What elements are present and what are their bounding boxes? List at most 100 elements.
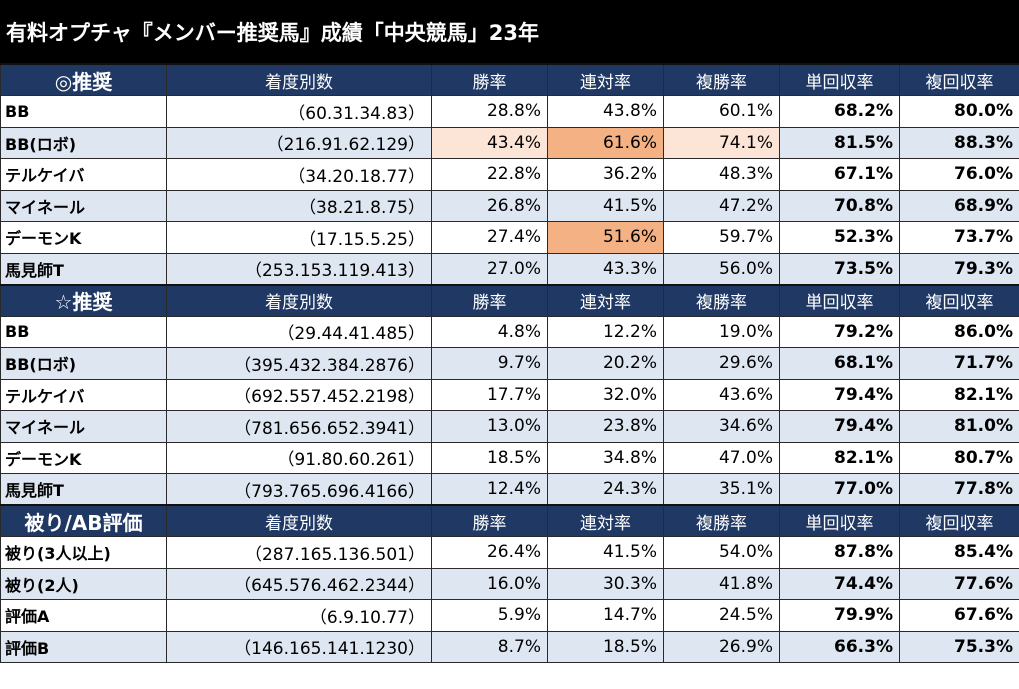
column-header: 着度別数 [166,63,432,96]
page-title: 有料オプチャ『メンバー推奨馬』成績「中央競馬」23年 [0,0,1019,63]
cell-place3: 26.9% [663,630,780,663]
table-row: マイネール （781.656.652.3941） 13.0% 23.8% 34.6% 79… [0,410,1019,443]
cell-win: 5.9% [431,599,548,632]
cell-place3: 60.1% [663,95,780,128]
table-row: デーモンK （17.15.5.25） 27.4% 51.6% 59.7% 52.3% 73.… [0,221,1019,254]
cell-win: 28.8% [431,95,548,128]
row-name: 被り(3人以上) [0,536,167,569]
cell-ret-win: 68.1% [779,347,900,380]
cell-win: 16.0% [431,567,548,600]
column-header: 連対率 [547,504,664,537]
cell-counts: （645.576.462.2344） [166,567,432,600]
cell-win: 26.8% [431,189,548,222]
column-header: 複回収率 [899,63,1019,96]
row-name: BB(ロボ) [0,126,167,159]
cell-ret-win: 79.9% [779,599,900,632]
cell-win: 27.0% [431,252,548,285]
column-header: 単回収率 [779,283,900,317]
cell-ret-win: 79.4% [779,410,900,443]
column-header: 複勝率 [663,283,780,317]
section-label: ◎推奨 [0,63,167,96]
cell-place3: 35.1% [663,473,780,506]
cell-counts: （781.656.652.3941） [166,410,432,443]
column-header: 複回収率 [899,283,1019,317]
cell-place2: 20.2% [547,347,664,380]
cell-ret-place: 77.8% [899,473,1019,506]
section-header: 被り/AB評価 着度別数 勝率 連対率 複勝率 単回収率 複回収率 [0,504,1019,537]
cell-ret-place: 80.7% [899,441,1019,474]
results-table: ◎推奨 着度別数 勝率 連対率 複勝率 単回収率 複回収率 BB （60.31.34.83） 28… [0,63,1019,663]
cell-ret-win: 74.4% [779,567,900,600]
column-header: 着度別数 [166,283,432,317]
cell-place2: 30.3% [547,567,664,600]
row-name: 評価B [0,630,167,663]
cell-place2: 18.5% [547,630,664,663]
cell-place2: 61.6% [547,126,664,159]
column-header: 連対率 [547,63,664,96]
row-name: マイネール [0,410,167,443]
table-row: BB(ロボ) （216.91.62.129） 43.4% 61.6% 74.1% 81.5… [0,126,1019,159]
cell-win: 22.8% [431,158,548,191]
cell-ret-place: 82.1% [899,378,1019,411]
cell-win: 17.7% [431,378,548,411]
cell-place2: 51.6% [547,221,664,254]
cell-place3: 56.0% [663,252,780,285]
table-row: BB （29.44.41.485） 4.8% 12.2% 19.0% 79.2% 86.0% [0,315,1019,348]
cell-counts: （146.165.141.1230） [166,630,432,663]
table-row: 評価B （146.165.141.1230） 8.7% 18.5% 26.9% 66.3%… [0,630,1019,663]
cell-place3: 19.0% [663,315,780,348]
column-header: 連対率 [547,283,664,317]
table-row: テルケイバ （34.20.18.77） 22.8% 36.2% 48.3% 67.1% 76… [0,158,1019,191]
cell-place2: 12.2% [547,315,664,348]
column-header: 複回収率 [899,504,1019,537]
cell-ret-place: 71.7% [899,347,1019,380]
cell-place2: 34.8% [547,441,664,474]
column-header: 着度別数 [166,504,432,537]
row-name: 評価A [0,599,167,632]
cell-counts: （29.44.41.485） [166,315,432,348]
cell-ret-place: 67.6% [899,599,1019,632]
section-label: 被り/AB評価 [0,504,167,537]
cell-ret-place: 85.4% [899,536,1019,569]
row-name: 馬見師T [0,473,167,506]
cell-ret-win: 67.1% [779,158,900,191]
row-name: マイネール [0,189,167,222]
section-header: ◎推奨 着度別数 勝率 連対率 複勝率 単回収率 複回収率 [0,63,1019,96]
table-row: テルケイバ （692.557.452.2198） 17.7% 32.0% 43.6% 79… [0,378,1019,411]
table-row: BB （60.31.34.83） 28.8% 43.8% 60.1% 68.2% 80.0% [0,95,1019,128]
cell-ret-win: 73.5% [779,252,900,285]
cell-ret-place: 68.9% [899,189,1019,222]
cell-counts: （395.432.384.2876） [166,347,432,380]
cell-ret-win: 52.3% [779,221,900,254]
cell-place2: 41.5% [547,536,664,569]
cell-ret-win: 79.4% [779,378,900,411]
table-row: デーモンK （91.80.60.261） 18.5% 34.8% 47.0% 82.1% 8… [0,441,1019,474]
cell-win: 13.0% [431,410,548,443]
cell-place3: 74.1% [663,126,780,159]
cell-counts: （6.9.10.77） [166,599,432,632]
cell-counts: （91.80.60.261） [166,441,432,474]
table-row: BB(ロボ) （395.432.384.2876） 9.7% 20.2% 29.6% 68… [0,347,1019,380]
column-header: 勝率 [431,504,548,537]
cell-counts: （34.20.18.77） [166,158,432,191]
cell-ret-win: 70.8% [779,189,900,222]
cell-place3: 43.6% [663,378,780,411]
cell-place3: 48.3% [663,158,780,191]
cell-place3: 24.5% [663,599,780,632]
cell-counts: （216.91.62.129） [166,126,432,159]
cell-counts: （38.21.8.75） [166,189,432,222]
cell-win: 43.4% [431,126,548,159]
cell-ret-place: 77.6% [899,567,1019,600]
cell-place2: 23.8% [547,410,664,443]
cell-counts: （287.165.136.501） [166,536,432,569]
cell-place3: 34.6% [663,410,780,443]
cell-ret-win: 66.3% [779,630,900,663]
cell-ret-place: 88.3% [899,126,1019,159]
cell-place2: 24.3% [547,473,664,506]
cell-ret-win: 79.2% [779,315,900,348]
column-header: 複勝率 [663,63,780,96]
cell-place2: 14.7% [547,599,664,632]
cell-ret-win: 77.0% [779,473,900,506]
row-name: デーモンK [0,221,167,254]
cell-ret-place: 73.7% [899,221,1019,254]
